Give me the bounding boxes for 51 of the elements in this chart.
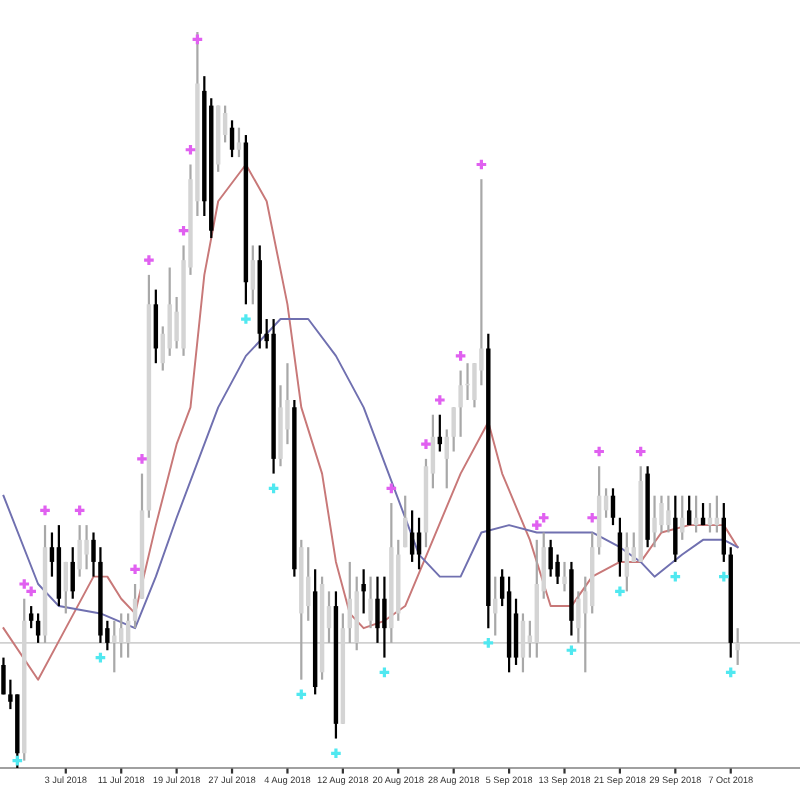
- candlestick: [28, 604, 34, 630]
- candlestick: [229, 119, 235, 159]
- point: [144, 255, 154, 265]
- candlestick: [624, 531, 630, 593]
- candlestick: [35, 612, 41, 644]
- point: [455, 351, 466, 361]
- point: [26, 586, 36, 597]
- point: [137, 454, 147, 464]
- candlestick: [666, 494, 671, 534]
- point: [421, 439, 431, 449]
- candlestick: [77, 524, 82, 578]
- candlestick: [721, 501, 727, 564]
- candlestick: [368, 575, 373, 630]
- candlestick: [250, 244, 256, 306]
- point: [719, 571, 729, 582]
- candlestick: [617, 516, 623, 578]
- candlestick: [513, 597, 519, 667]
- point: [483, 638, 494, 648]
- point: [241, 314, 251, 324]
- candlestick: [673, 494, 678, 564]
- point: [435, 395, 445, 405]
- point: [178, 225, 189, 236]
- point: [40, 505, 50, 516]
- point: [587, 512, 598, 523]
- candlestick: [652, 494, 657, 549]
- candlestick: [409, 509, 415, 564]
- point: [566, 645, 577, 656]
- candlestick: [84, 524, 89, 571]
- candlestick: [236, 126, 242, 159]
- point: [130, 564, 140, 575]
- point: [331, 748, 341, 759]
- candlestick: [416, 516, 422, 571]
- candlestick: [548, 538, 553, 578]
- candlestick: [153, 288, 159, 365]
- candlestick: [610, 487, 616, 527]
- point: [19, 579, 30, 589]
- candlestick: [361, 568, 366, 615]
- point: [185, 144, 196, 155]
- point: [594, 446, 604, 457]
- candlestick: [375, 575, 380, 644]
- point: [531, 520, 542, 530]
- point: [296, 689, 307, 700]
- candlestick: [686, 494, 692, 527]
- point: [725, 667, 736, 678]
- candlestick: [132, 582, 138, 630]
- point: [615, 586, 625, 597]
- candlestick: [458, 369, 463, 438]
- point: [635, 446, 646, 457]
- candlestick: [382, 575, 387, 659]
- point: [538, 512, 549, 523]
- candlestick: [562, 560, 567, 593]
